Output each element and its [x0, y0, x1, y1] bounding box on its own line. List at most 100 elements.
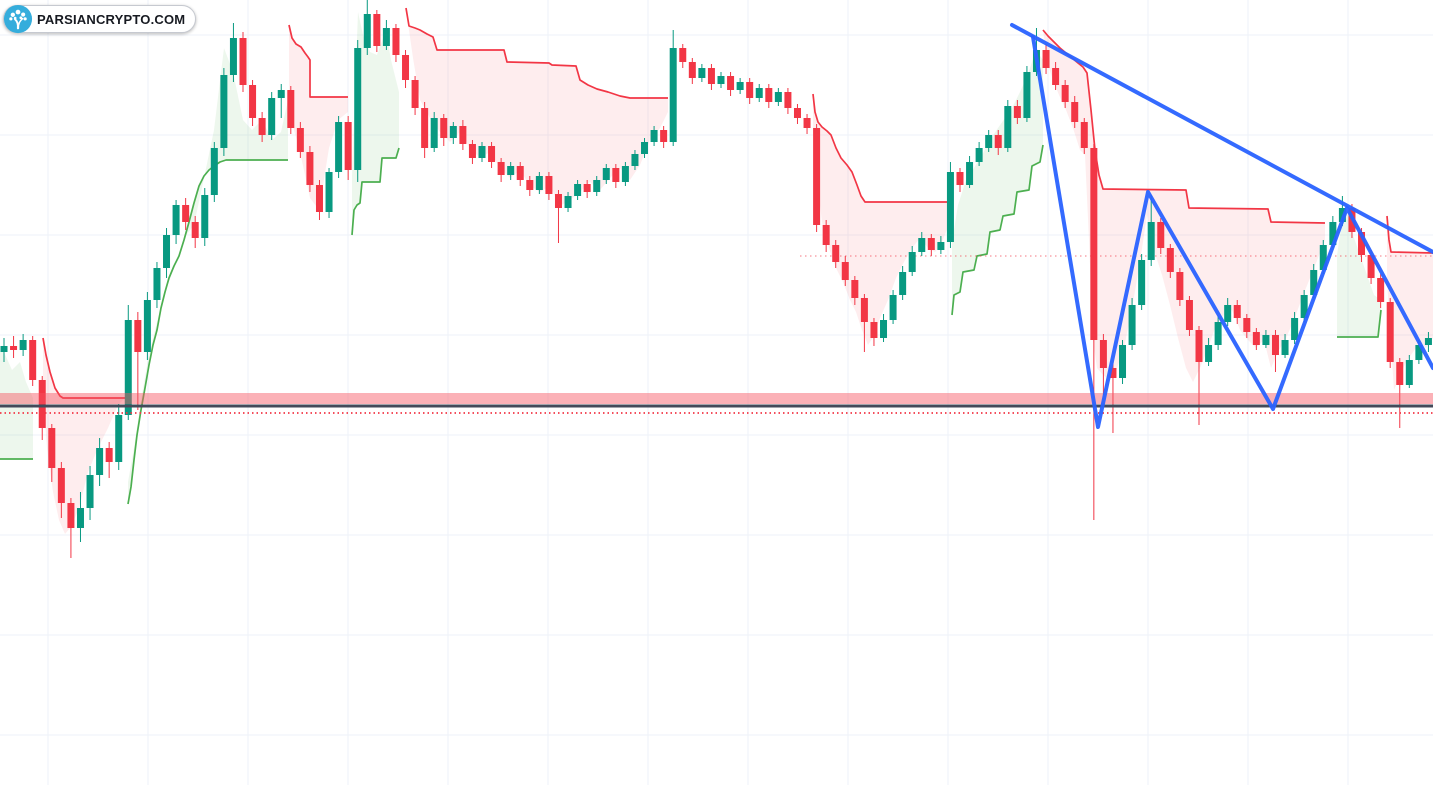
candle-down: [1061, 85, 1069, 102]
candle-down: [1233, 305, 1241, 318]
candle-up: [124, 320, 132, 415]
candle-down: [832, 245, 840, 262]
candle-up: [1138, 260, 1146, 305]
candle-down: [1176, 272, 1184, 300]
candle-down: [402, 55, 410, 80]
candle-down: [1013, 106, 1021, 118]
candle-down: [440, 118, 448, 138]
candle-down: [1377, 278, 1385, 302]
candle-up: [650, 130, 658, 142]
candle-up: [96, 448, 104, 475]
candle-down: [1090, 148, 1098, 340]
cloud-line-bull-4: [351, 147, 400, 236]
descending-trendline[interactable]: [1010, 23, 1433, 254]
candle-up: [86, 475, 94, 508]
candle-down: [459, 126, 467, 144]
candle-up: [220, 75, 228, 148]
candle-up: [908, 252, 916, 272]
support-zone[interactable]: [0, 393, 1433, 414]
candle-down: [1195, 330, 1203, 362]
candle-up: [1310, 270, 1318, 295]
candle-up: [899, 272, 907, 295]
candle-up: [382, 28, 390, 46]
candle-up: [363, 14, 371, 48]
candle-down: [1042, 50, 1050, 68]
candle-up: [946, 172, 954, 242]
candle-up: [1214, 322, 1222, 345]
candle-down: [373, 14, 381, 46]
candle-down: [344, 122, 352, 170]
candle-up: [277, 90, 285, 98]
candle-up: [1319, 245, 1327, 270]
candle-down: [803, 118, 811, 128]
cloud-line-bull-2: [127, 159, 288, 505]
candle-down: [516, 166, 524, 180]
candle-up: [449, 126, 457, 138]
candle-down: [134, 320, 142, 352]
candle-down: [497, 162, 505, 175]
candle-down: [411, 80, 419, 108]
candle-up: [1128, 305, 1136, 345]
candle-down: [1052, 68, 1060, 85]
candle-down: [38, 380, 46, 428]
candle-down: [1271, 335, 1279, 355]
candle-up: [507, 166, 515, 175]
candle-down: [554, 194, 562, 208]
candle-down: [105, 448, 113, 462]
watermark-label: PARSIANCRYPTO.COM: [37, 11, 186, 27]
candle-up: [1291, 318, 1299, 340]
candle-up: [593, 180, 601, 192]
candle-up: [0, 346, 8, 352]
candle-down: [841, 262, 849, 280]
cloud-fill-bull-9: [1337, 212, 1381, 337]
zigzag-pattern-lines[interactable]: [1031, 35, 1433, 429]
candle-down: [1243, 318, 1251, 332]
candle-up: [143, 300, 151, 352]
cloud-line-bull-7: [951, 144, 1044, 316]
candle-down: [182, 205, 190, 222]
candle-up: [1224, 305, 1232, 322]
candle-down: [10, 346, 18, 350]
candle-down: [468, 144, 476, 158]
candle-down: [1386, 302, 1394, 362]
blue-drawings[interactable]: [1010, 23, 1433, 429]
cloud-line-bear-8: [1042, 29, 1326, 224]
candle-down: [1185, 300, 1193, 330]
candle-up: [1205, 345, 1213, 362]
candle-down: [1396, 362, 1404, 385]
candle-down: [707, 68, 715, 84]
candle-up: [631, 154, 639, 166]
candle-down: [727, 76, 735, 90]
indicator-clouds: [0, 7, 1433, 534]
candle-down: [545, 176, 553, 194]
candle-down: [813, 128, 821, 225]
candle-down: [956, 172, 964, 185]
candle-up: [478, 146, 486, 158]
candle-down: [258, 118, 266, 135]
candle-down: [392, 28, 400, 55]
candle-down: [1080, 122, 1088, 148]
candle-down: [239, 38, 247, 85]
candle-up: [1262, 335, 1270, 345]
candle-down: [315, 185, 323, 212]
candle-down: [421, 108, 429, 148]
candle-down: [793, 108, 801, 118]
candle-down: [1166, 248, 1174, 272]
candle-up: [1329, 222, 1337, 245]
candle-down: [1157, 222, 1165, 248]
candle-up: [354, 48, 362, 170]
candle-up: [755, 88, 763, 98]
candle-up: [966, 162, 974, 185]
candlesticks: [0, 0, 1432, 558]
candle-up: [153, 268, 161, 300]
candle-down: [57, 468, 65, 503]
candle-down: [583, 184, 591, 192]
candle-down: [927, 238, 935, 250]
candle-down: [612, 168, 620, 182]
cloud-line-bull-9: [1337, 309, 1382, 338]
candle-down: [249, 85, 257, 118]
cloud-fill-bear-3: [289, 25, 348, 210]
candle-up: [1281, 340, 1289, 355]
